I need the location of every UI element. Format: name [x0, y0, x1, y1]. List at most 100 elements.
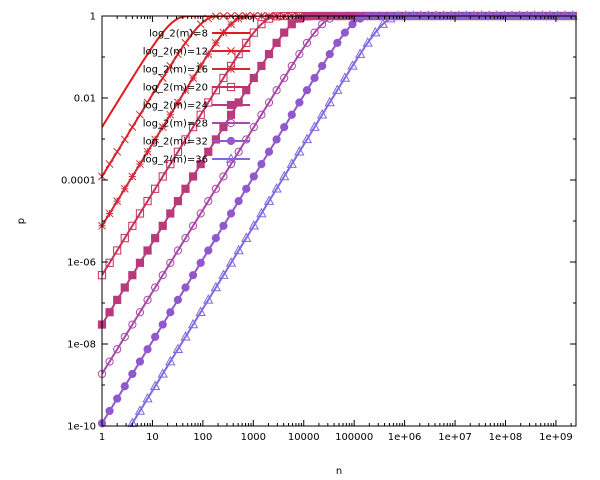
series-2-point	[189, 74, 198, 82]
series-6-point	[356, 14, 365, 23]
series-4-point	[257, 61, 266, 71]
series-6-point	[333, 38, 342, 47]
series-5-point	[120, 332, 129, 341]
legend-label: log_2(m)=24	[143, 101, 208, 112]
series-7-point	[157, 368, 168, 378]
series-6-point	[272, 135, 281, 144]
series-7-point	[271, 183, 282, 193]
series-3-point	[204, 98, 213, 107]
series-2-point	[105, 209, 114, 218]
series-6-point	[128, 369, 137, 379]
series-6-point	[166, 308, 175, 317]
series-5-point	[188, 221, 198, 230]
series-5-point	[295, 50, 304, 59]
series-7-point	[256, 207, 267, 218]
series-4-point	[173, 197, 183, 206]
series-7-point	[453, 10, 464, 20]
series-7-point	[438, 10, 449, 20]
series-6-point	[302, 86, 312, 95]
series-7-point	[423, 10, 434, 20]
series-5-point	[325, 14, 334, 23]
series-line-1	[102, 16, 576, 177]
series-3-point	[158, 172, 167, 181]
series-4-point	[219, 122, 228, 132]
series-line-0	[102, 16, 576, 128]
series-5-point	[287, 61, 296, 71]
series-7-point	[187, 318, 199, 329]
series-3-point	[219, 73, 228, 83]
series-7-point	[218, 269, 229, 279]
x-tick-label: 1e+07	[438, 432, 472, 443]
series-1-point	[143, 98, 152, 107]
x-tick-label: 1e+06	[388, 432, 422, 443]
series-5-point	[310, 28, 319, 37]
series-5-point	[242, 135, 251, 144]
series-7-point	[377, 18, 389, 28]
x-tick-label: 1e+08	[489, 432, 523, 443]
y-tick-label: 0.01	[74, 94, 96, 105]
legend-label: log_2(m)=16	[143, 65, 208, 76]
series-2-point	[181, 86, 190, 95]
series-5-point	[166, 258, 175, 267]
legend: log_2(m)=8 log_2(m)=12 log_2(m)=16 log_2(m)…	[143, 29, 250, 166]
series-4-point	[143, 246, 152, 255]
series-5-point	[151, 283, 160, 292]
series-1-point	[158, 74, 167, 82]
series-4-point	[188, 172, 198, 181]
series-5-point	[181, 234, 190, 243]
series-1-point	[173, 50, 182, 59]
series-7-point	[559, 10, 571, 20]
x-tick-label: 1e+09	[539, 432, 573, 443]
series-3-point	[257, 20, 266, 29]
y-tick-label: 1e-08	[67, 340, 96, 351]
series-4-point	[151, 234, 160, 243]
series-6-point	[135, 357, 145, 366]
series-2-point	[136, 160, 144, 169]
series-7-point	[514, 10, 525, 20]
series-1-point	[136, 110, 144, 119]
series-7-point	[172, 343, 184, 353]
series-7-point	[362, 37, 373, 47]
series-4-point	[280, 28, 289, 37]
legend-marker	[227, 65, 235, 73]
series-4-point	[211, 135, 220, 144]
series-3-point	[128, 221, 137, 230]
series-2-point	[113, 197, 122, 206]
series-7-point	[233, 244, 244, 255]
series-3-point	[242, 38, 251, 47]
series-1-point	[128, 123, 137, 132]
series-6-point	[173, 295, 183, 304]
series-5-point	[128, 320, 137, 329]
series-7-point	[180, 331, 191, 341]
series-7-point	[142, 392, 153, 403]
series-4-point	[196, 160, 205, 169]
y-tick-label: 1e-10	[67, 422, 96, 433]
series-7-point	[537, 10, 548, 20]
legend-label: log_2(m)=20	[143, 83, 208, 94]
series-7-point	[149, 380, 161, 391]
y-axis: 1e-10 1e-08 1e-06 0.0001 0.01 1	[61, 12, 576, 433]
series-4-point	[166, 209, 175, 218]
series-3-point	[120, 234, 129, 243]
series-7-point	[301, 133, 313, 144]
series-5-point	[135, 308, 145, 317]
series-5-point	[226, 160, 236, 169]
series-6-point	[242, 184, 251, 193]
series-2-point	[173, 98, 182, 107]
series-line-3	[102, 16, 576, 276]
series-7-point	[521, 10, 533, 20]
series-4-point	[135, 258, 145, 267]
series-6-point	[287, 110, 296, 119]
legend-label: log_2(m)=28	[143, 119, 208, 130]
series-7-point	[476, 10, 487, 20]
series-7-point	[324, 96, 335, 107]
series-7-point	[499, 10, 510, 20]
series-3-point	[188, 122, 198, 132]
series-1-point	[151, 86, 160, 95]
legend-label: log_2(m)=8	[149, 29, 208, 40]
series-2-point	[120, 184, 129, 193]
series-6-point	[158, 320, 167, 329]
series-3-point	[151, 184, 160, 193]
legend-label: log_2(m)=12	[143, 47, 208, 58]
